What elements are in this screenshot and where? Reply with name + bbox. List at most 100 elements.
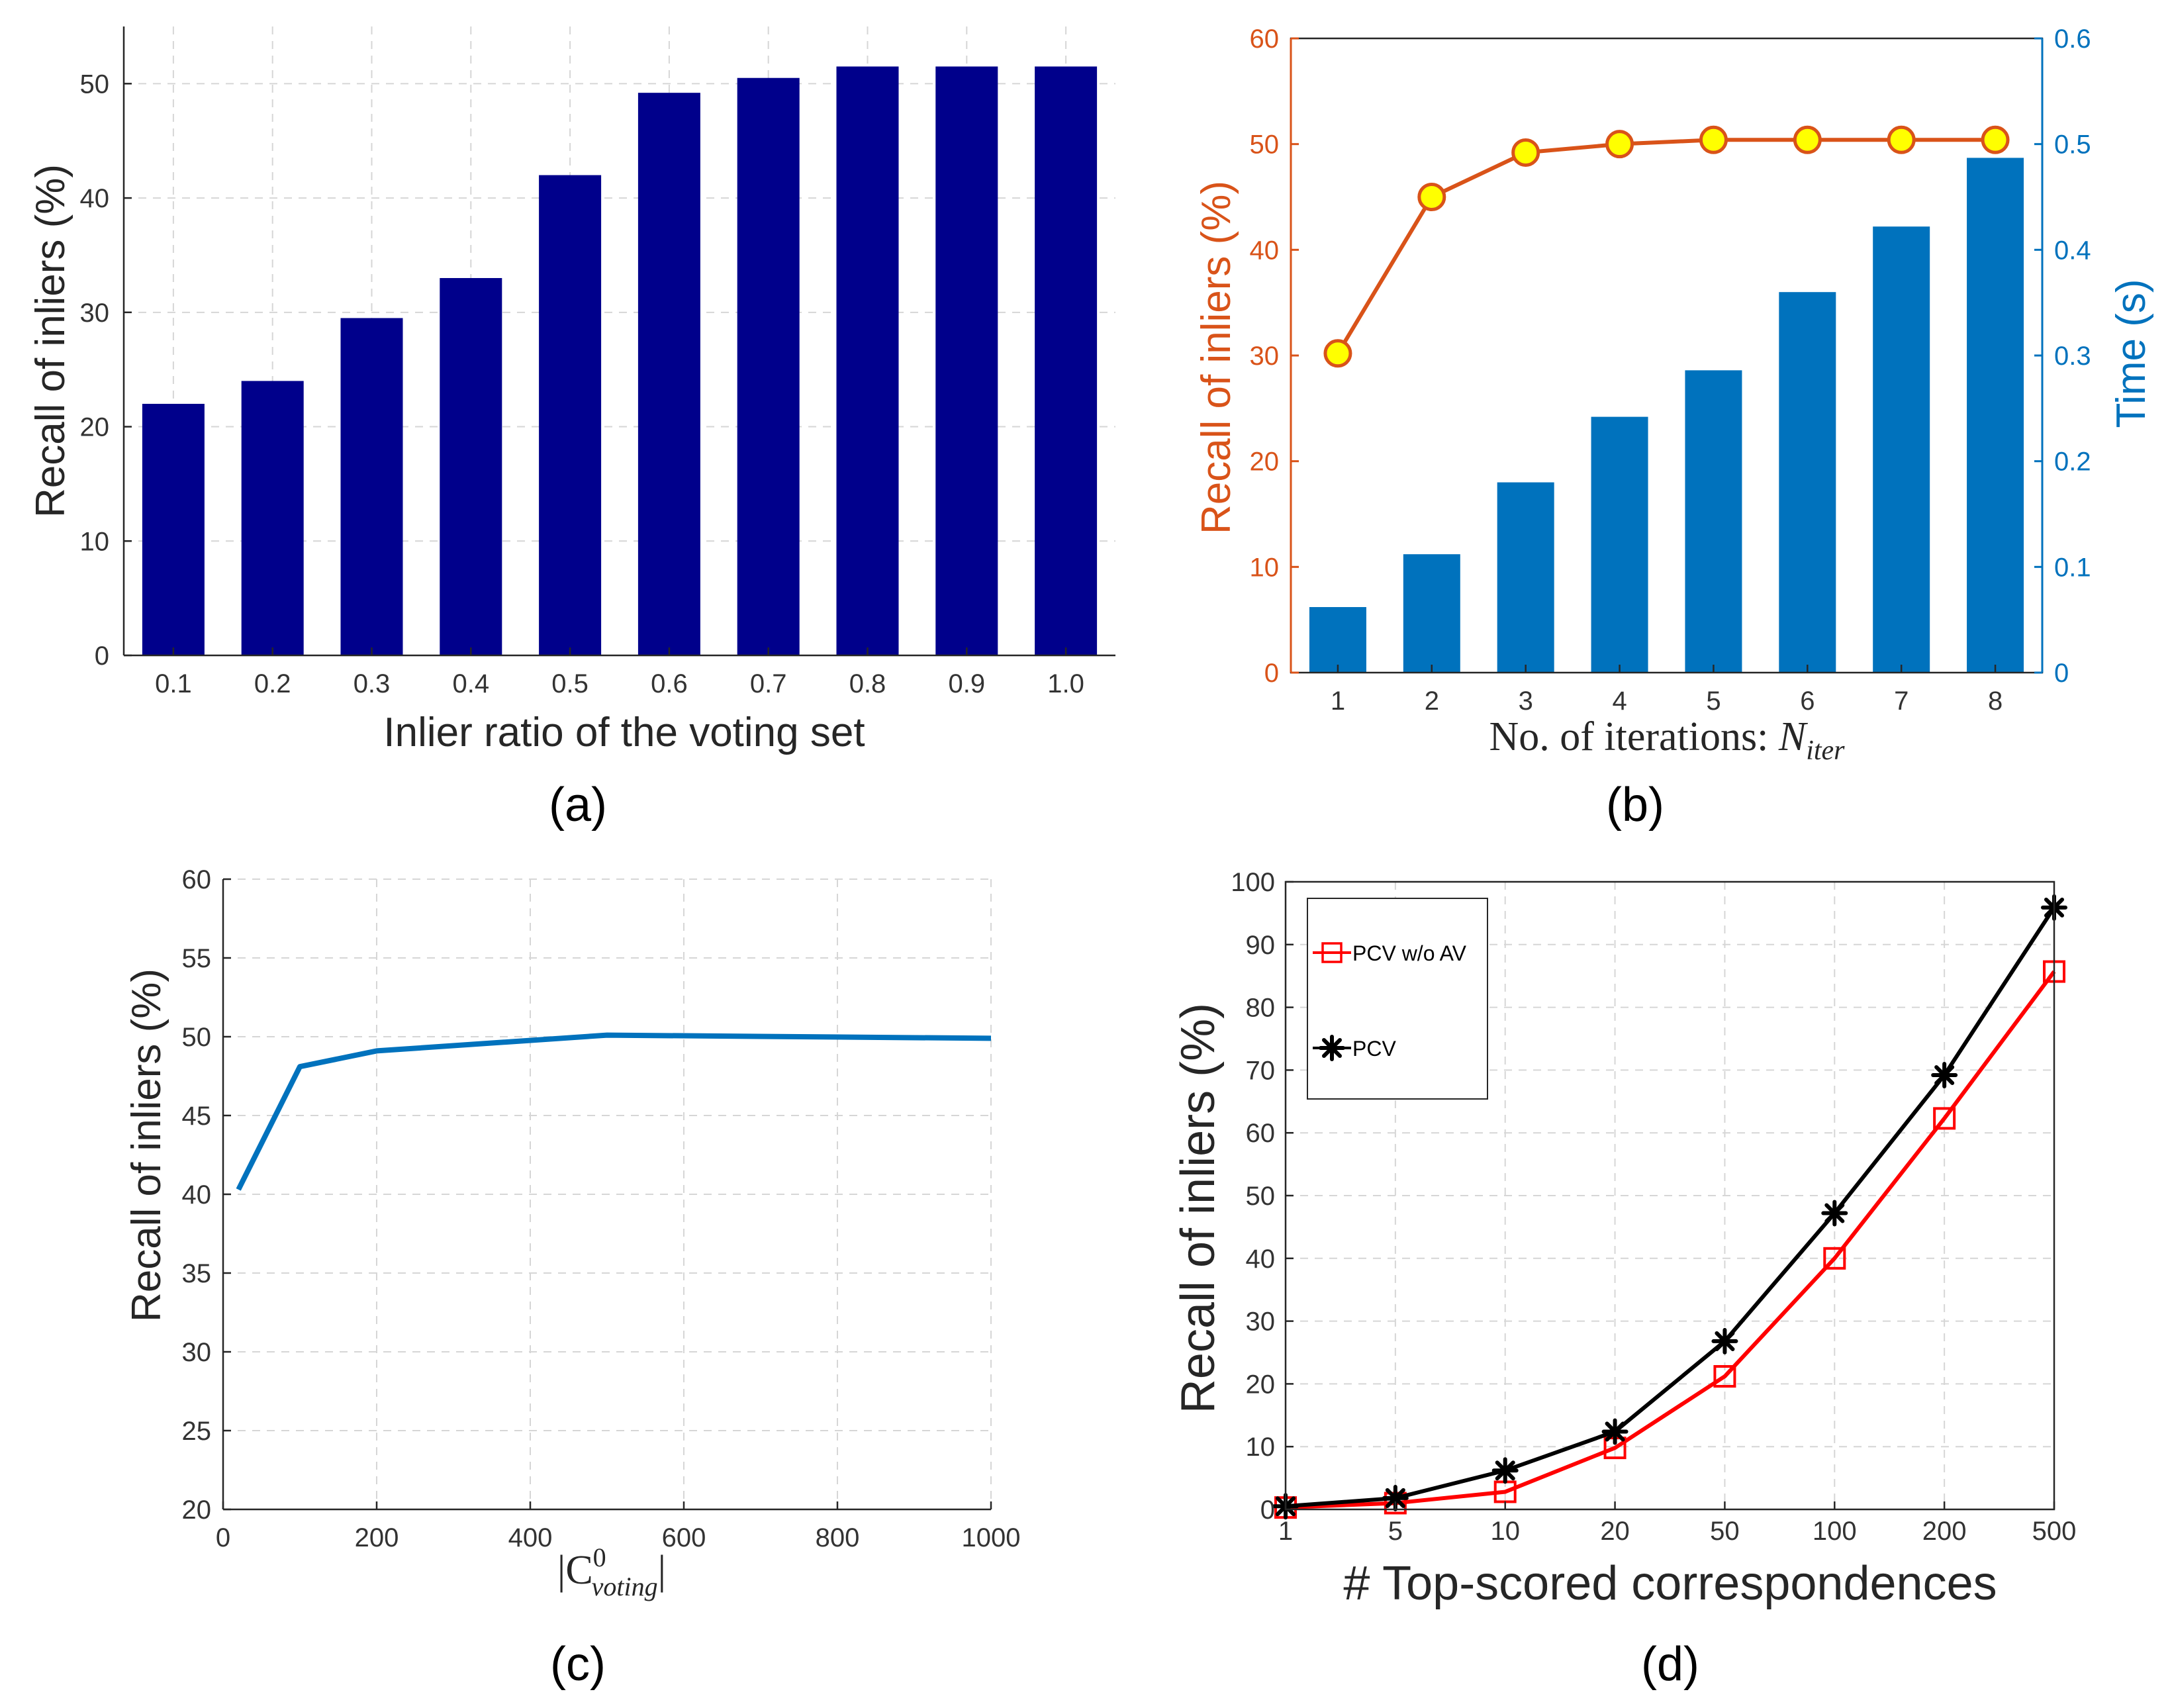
panel-c-xlabel-base: |C bbox=[557, 1548, 593, 1593]
panel-b-time-bar bbox=[1403, 554, 1460, 673]
legend-label-pcv: PCV bbox=[1352, 1037, 1396, 1061]
panel-a-xtick-label: 0.1 bbox=[155, 669, 192, 698]
legend: PCV w/o AV PCV bbox=[1307, 898, 1488, 1100]
panel-b-caption: (b) bbox=[1606, 779, 1664, 831]
panel-b-left-tick-label: 20 bbox=[1250, 448, 1280, 477]
panel-d-square-marker bbox=[1933, 1107, 1956, 1130]
panel-b-time-bar bbox=[1779, 292, 1836, 673]
panel-b-left-tick-label: 50 bbox=[1250, 130, 1280, 160]
panel-a: 0 10 20 30 40 50 0.1 0.2 0.3 0.4 0.5 0.6 0.7 0.8 0.9 1.… bbox=[28, 26, 1115, 831]
panel-b-recall-marker bbox=[1323, 339, 1352, 368]
panel-d-ytick-label: 10 bbox=[1246, 1433, 1276, 1462]
panel-b-left-tick-label: 60 bbox=[1250, 24, 1280, 54]
panel-d-ytick-label: 80 bbox=[1246, 994, 1276, 1023]
panel-a-xlabel: Inlier ratio of the voting set bbox=[383, 710, 865, 755]
panel-c-xtick-label: 800 bbox=[816, 1523, 860, 1552]
panel-c-xlabel-sup: 0 bbox=[593, 1542, 606, 1572]
panel-a-bar bbox=[637, 93, 700, 655]
panel-b-time-bar bbox=[1873, 226, 1930, 673]
panel-c-xtick-label: 400 bbox=[508, 1523, 553, 1552]
panel-a-ytick-label: 10 bbox=[80, 527, 110, 556]
panel-a-caption: (a) bbox=[549, 779, 607, 831]
panel-b-recall-marker bbox=[1605, 130, 1634, 159]
panel-d-ytick-label: 30 bbox=[1246, 1307, 1276, 1337]
panel-d-xtick-label: 1 bbox=[1278, 1517, 1293, 1546]
panel-c-xlabel-end: | bbox=[658, 1548, 666, 1593]
panel-d-caption: (d) bbox=[1641, 1638, 1699, 1691]
legend-label-pcv-wo-av: PCV w/o AV bbox=[1352, 941, 1467, 965]
panel-a-bar bbox=[1035, 66, 1098, 656]
panel-c-xtick-label: 600 bbox=[662, 1523, 706, 1552]
panel-b-xtick-label: 4 bbox=[1612, 687, 1627, 716]
panel-b-recall-line bbox=[1336, 138, 1996, 355]
panel-c-ytick-label: 40 bbox=[182, 1180, 212, 1210]
panel-d-asterisk-marker bbox=[1711, 1327, 1738, 1354]
panel-a-xtick-label: 0.6 bbox=[651, 669, 688, 698]
panel-a-bar bbox=[737, 77, 800, 655]
panel-b-xlabel: No. of iterations: Niter bbox=[1489, 714, 1845, 766]
panel-d-ytick-label: 90 bbox=[1246, 931, 1276, 960]
panel-a-xtick-label: 0.4 bbox=[452, 669, 489, 698]
panel-d-square-marker bbox=[1823, 1247, 1846, 1270]
panel-a-bar bbox=[241, 381, 304, 655]
legend-marker-pcv-wo-av bbox=[1321, 942, 1343, 963]
panel-d-series-line bbox=[1285, 906, 2056, 1509]
panel-c-ytick-label: 60 bbox=[182, 865, 212, 894]
panel-d-asterisk-marker bbox=[1491, 1457, 1519, 1484]
legend-box bbox=[1307, 898, 1488, 1100]
panel-b-time-bar bbox=[1309, 607, 1366, 673]
panel-b-right-tick-label: 0.2 bbox=[2054, 448, 2091, 477]
panel-b-right-tick-label: 0 bbox=[2054, 659, 2069, 688]
panel-a-ylabel: Recall of inliers (%) bbox=[28, 164, 73, 518]
panel-c-xlabel: |C0 voting| bbox=[557, 1542, 666, 1601]
panel-b-xtick-label: 1 bbox=[1331, 687, 1345, 716]
panel-d-asterisk-marker bbox=[1601, 1418, 1628, 1445]
panel-b-left-tick-label: 40 bbox=[1250, 236, 1280, 265]
panel-b-ylabel-left: Recall of inliers (%) bbox=[1194, 181, 1239, 534]
legend-marker-pcv bbox=[1319, 1035, 1345, 1061]
panel-a-ytick-label: 30 bbox=[80, 299, 110, 328]
panel-a-xtick-label: 0.8 bbox=[849, 669, 886, 698]
panel-b-recall-marker bbox=[1417, 183, 1446, 211]
panel-b-right-tick-label: 0.6 bbox=[2054, 24, 2091, 54]
panel-d-asterisk-marker bbox=[1821, 1200, 1848, 1227]
panel-d-ytick-label: 20 bbox=[1246, 1370, 1276, 1399]
panel-d-ytick-label: 40 bbox=[1246, 1245, 1276, 1274]
panel-b-xtick-label: 8 bbox=[1988, 687, 2003, 716]
panel-d-ytick-label: 60 bbox=[1246, 1119, 1276, 1148]
panel-b-recall-marker bbox=[1699, 125, 1728, 154]
panel-d-series-line bbox=[1285, 970, 2056, 1510]
panel-d-xtick-label: 50 bbox=[1710, 1517, 1740, 1546]
panel-d-asterisk-marker bbox=[1931, 1061, 1958, 1088]
panel-c-ytick-label: 45 bbox=[182, 1102, 212, 1131]
panel-a-xtick-label: 0.7 bbox=[750, 669, 787, 698]
panel-a-xtick-label: 0.2 bbox=[254, 669, 291, 698]
panel-d-xtick-label: 5 bbox=[1388, 1517, 1403, 1546]
panel-b-xtick-label: 5 bbox=[1706, 687, 1721, 716]
panel-b-left-tick-label: 30 bbox=[1250, 342, 1280, 371]
panel-b-left-tick-label: 0 bbox=[1264, 659, 1279, 688]
panel-b-xlabel-sub: iter bbox=[1806, 735, 1845, 766]
panel-c-ytick-label: 25 bbox=[182, 1417, 212, 1446]
panel-a-xtick-label: 0.3 bbox=[354, 669, 391, 698]
panel-c-line bbox=[236, 1032, 992, 1191]
panel-b-xtick-label: 7 bbox=[1894, 687, 1909, 716]
panel-a-bar bbox=[539, 175, 602, 656]
panel-a-ytick-label: 50 bbox=[80, 70, 110, 99]
panel-b-time-bar bbox=[1591, 416, 1648, 673]
panel-c-xlabel-sub: voting bbox=[592, 1572, 658, 1601]
panel-a-bar bbox=[836, 66, 899, 656]
panel-b-right-tick-label: 0.4 bbox=[2054, 236, 2091, 265]
panel-d-ytick-label: 0 bbox=[1260, 1495, 1275, 1525]
panel-b-right-tick-label: 0.5 bbox=[2054, 130, 2091, 160]
panel-a-bar bbox=[142, 404, 205, 655]
panel-d-xtick-label: 200 bbox=[1922, 1517, 1967, 1546]
panel-c-ytick-label: 50 bbox=[182, 1023, 212, 1052]
panel-b-left-tick-label: 10 bbox=[1250, 553, 1280, 582]
panel-d-xtick-label: 500 bbox=[2032, 1517, 2077, 1546]
panel-a-bar bbox=[935, 66, 998, 656]
panel-d-xtick-label: 10 bbox=[1490, 1517, 1520, 1546]
panel-d-xtick-label: 20 bbox=[1600, 1517, 1630, 1546]
